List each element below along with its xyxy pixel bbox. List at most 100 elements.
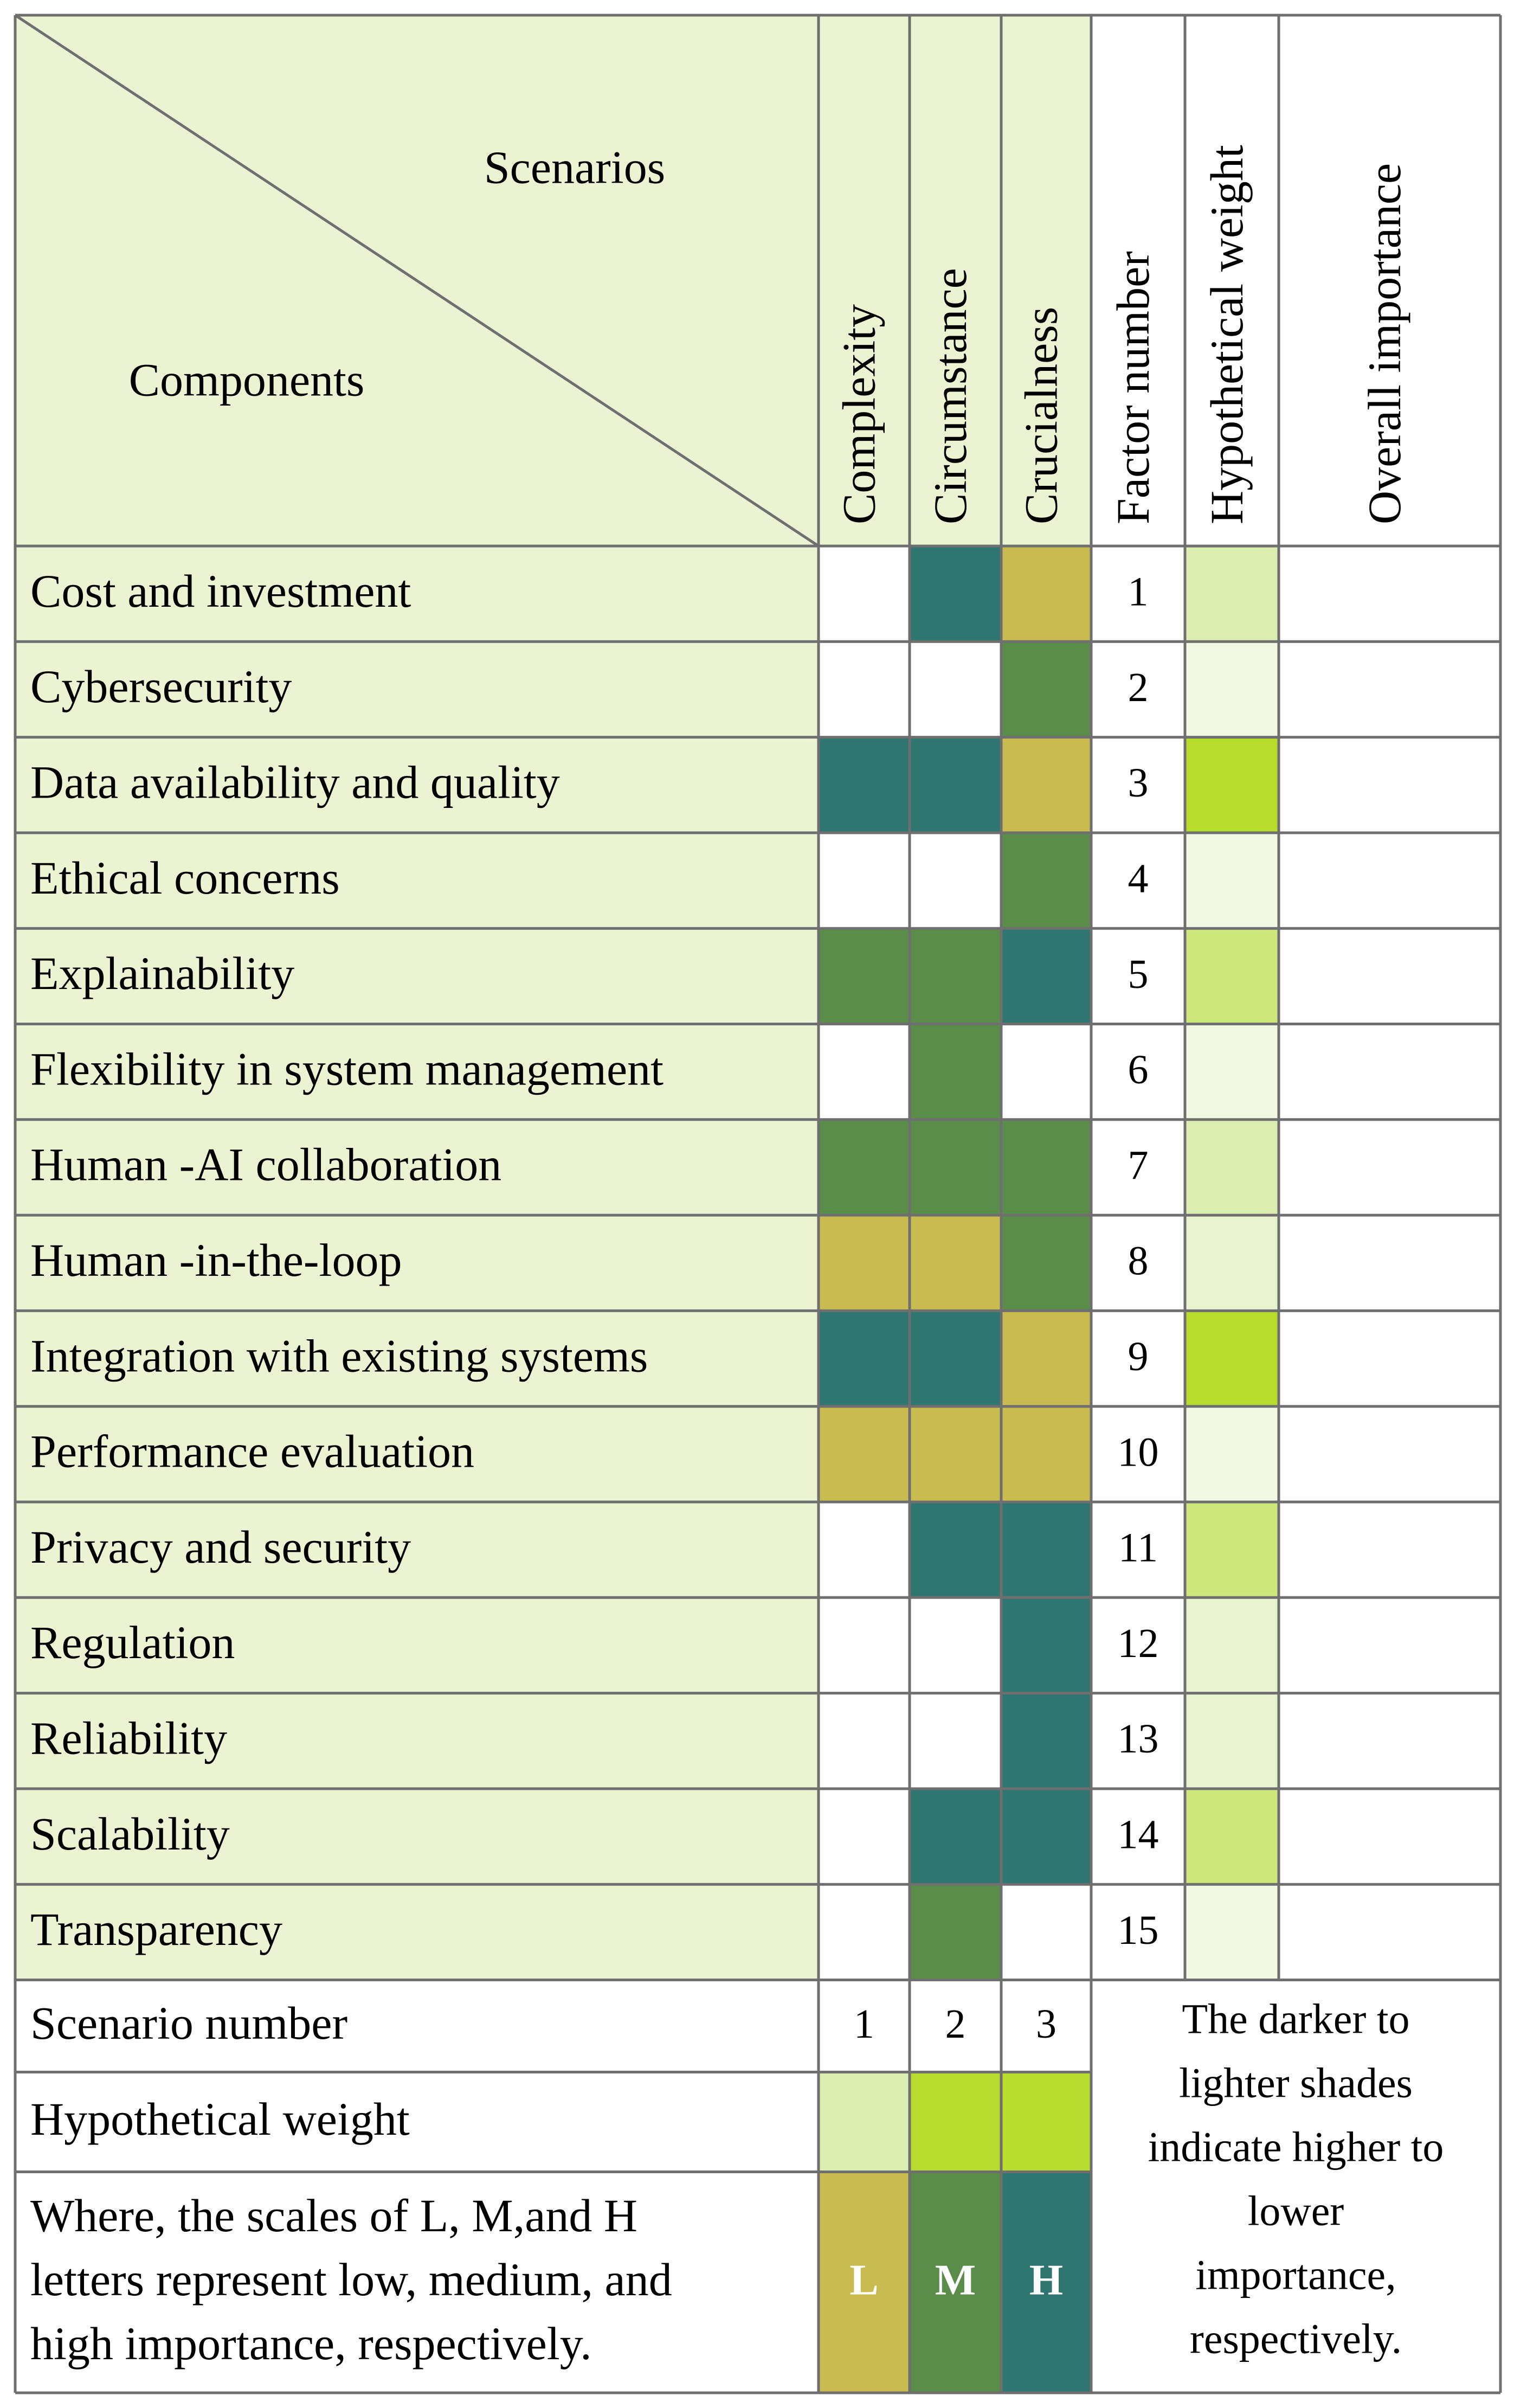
overall-importance-cell [1279, 1597, 1500, 1693]
factor-number-cell [1091, 1311, 1185, 1407]
component-label-cell [15, 1788, 819, 1885]
factor-number: 12 [1118, 1621, 1159, 1666]
overall-importance-cell [1279, 1406, 1500, 1502]
level-cell-H [910, 737, 1001, 833]
hypothetical-weight-cell [1185, 928, 1279, 1024]
component-label-cell [15, 1311, 819, 1407]
overall-importance-cell [1279, 1788, 1500, 1885]
hypothetical-weight-cell [1185, 1311, 1279, 1407]
cell-texts: Scenarios Components Complexity Circumstanc… [30, 142, 1444, 2370]
header-column-label: Overall importance [1358, 163, 1410, 524]
component-label-cell [15, 832, 819, 929]
header-components-label: Components [129, 354, 365, 406]
overall-importance-cell [1279, 1311, 1500, 1407]
header-column-label: Hypothetical weight [1201, 145, 1253, 524]
level-cell-M [910, 1119, 1001, 1216]
component-label-cell [15, 1597, 819, 1693]
hypothetical-weight-cell [1185, 1884, 1279, 1980]
header-column-label: Factor number [1107, 251, 1159, 524]
overall-importance-cell [1279, 1502, 1500, 1598]
hypothetical-weight-cell [1185, 832, 1279, 929]
shade-note-line: lighter shades [1179, 2059, 1413, 2106]
legend-letter: M [935, 2257, 976, 2304]
legend-letter: L [849, 2257, 878, 2304]
component-label: Human -AI collaboration [30, 1139, 501, 1191]
hypothetical-weight-cell [1185, 1119, 1279, 1216]
factor-number: 4 [1128, 856, 1149, 901]
level-cell-none [819, 1502, 910, 1598]
level-cell-none [1001, 1884, 1091, 1980]
level-cell-H [910, 546, 1001, 642]
factor-number: 8 [1128, 1238, 1149, 1284]
level-cell-none [910, 832, 1001, 929]
level-cell-H [1001, 1788, 1091, 1885]
factor-number-cell [1091, 928, 1185, 1024]
component-label-cell [15, 737, 819, 833]
component-label: Performance evaluation [30, 1425, 474, 1478]
overall-importance-cell [1279, 546, 1500, 642]
hypothetical-weight-cell [1185, 1215, 1279, 1311]
factor-number: 15 [1118, 1908, 1159, 1953]
level-cell-H [910, 1311, 1001, 1407]
scenario-weight-cell [910, 2072, 1001, 2172]
scenario-number: 3 [1036, 2001, 1056, 2047]
hypothetical-weight-label: Hypothetical weight [30, 2093, 410, 2145]
header-factor-cell [1279, 15, 1500, 546]
level-cell-L [819, 1406, 910, 1502]
shade-note-line: respectively. [1190, 2315, 1402, 2362]
shade-note-line: importance, [1195, 2251, 1396, 2298]
factor-number-cell [1091, 1788, 1185, 1885]
header-factor-cell [1091, 15, 1185, 546]
overall-importance-cell [1279, 1024, 1500, 1120]
legend-swatch [1001, 2172, 1091, 2393]
hypothetical-weight-cell [1185, 1597, 1279, 1693]
factor-number-cell [1091, 546, 1185, 642]
factor-number-cell [1091, 1406, 1185, 1502]
overall-importance-cell [1279, 928, 1500, 1024]
component-label: Transparency [30, 1903, 282, 1955]
hypothetical-weight-cell [1185, 1024, 1279, 1120]
level-cell-H [819, 737, 910, 833]
component-label: Cybersecurity [30, 660, 292, 712]
cell-fills [15, 15, 1500, 2393]
level-cell-none [819, 1693, 910, 1789]
overall-importance-cell [1279, 1119, 1500, 1216]
level-cell-H [1001, 1597, 1091, 1693]
legend-swatch [819, 2172, 910, 2393]
factor-number: 6 [1128, 1047, 1149, 1093]
factor-number: 3 [1128, 760, 1149, 806]
component-label-cell [15, 546, 819, 642]
scenario-number-cell [1001, 1980, 1091, 2072]
header-column-label: Crucialness [1015, 307, 1067, 524]
component-label: Flexibility in system management [30, 1043, 663, 1095]
shade-note-line: lower [1248, 2187, 1344, 2234]
level-cell-M [1001, 1215, 1091, 1311]
component-label: Cost and investment [30, 565, 411, 617]
level-cell-none [819, 1884, 910, 1980]
component-label-cell [15, 1024, 819, 1120]
factor-number-cell [1091, 641, 1185, 737]
factor-number-cell [1091, 1884, 1185, 1980]
factor-number: 1 [1128, 569, 1149, 615]
level-cell-H [910, 1788, 1001, 1885]
component-label-cell [15, 641, 819, 737]
component-label-cell [15, 1406, 819, 1502]
scale-note-line: high importance, respectively. [30, 2317, 592, 2370]
level-cell-L [1001, 737, 1091, 833]
level-cell-none [910, 1693, 1001, 1789]
component-label-cell [15, 1215, 819, 1311]
level-cell-none [1001, 1024, 1091, 1120]
scenario-number-cell [819, 1980, 910, 2072]
component-label: Integration with existing systems [30, 1330, 648, 1382]
overall-importance-cell [1279, 1693, 1500, 1789]
hypothetical-weight-cell [1185, 1788, 1279, 1885]
overall-importance-cell [1279, 832, 1500, 929]
component-label: Privacy and security [30, 1521, 411, 1573]
level-cell-M [1001, 641, 1091, 737]
component-label-cell [15, 1693, 819, 1789]
hypothetical-weight-cell [1185, 1406, 1279, 1502]
factor-number: 2 [1128, 665, 1149, 710]
factor-number-cell [1091, 737, 1185, 833]
factor-number: 13 [1118, 1716, 1159, 1762]
factor-number-cell [1091, 1119, 1185, 1216]
